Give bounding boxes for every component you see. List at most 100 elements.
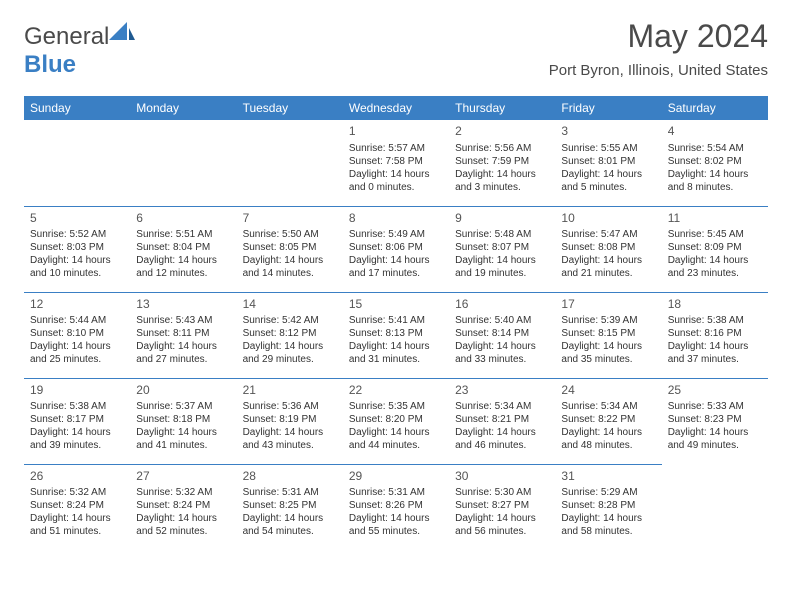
calendar-week-row: 1Sunrise: 5:57 AMSunset: 7:58 PMDaylight… <box>24 120 768 206</box>
calendar-day-cell: 22Sunrise: 5:35 AMSunset: 8:20 PMDayligh… <box>343 378 449 464</box>
logo-text: GeneralBlue <box>24 22 135 79</box>
calendar-day-cell: 18Sunrise: 5:38 AMSunset: 8:16 PMDayligh… <box>662 292 768 378</box>
weekday-header: Saturday <box>662 96 768 120</box>
calendar-table: SundayMondayTuesdayWednesdayThursdayFrid… <box>24 96 768 550</box>
calendar-head: SundayMondayTuesdayWednesdayThursdayFrid… <box>24 96 768 120</box>
calendar-day-cell: 16Sunrise: 5:40 AMSunset: 8:14 PMDayligh… <box>449 292 555 378</box>
daylight-line: Daylight: 14 hours and 10 minutes. <box>30 254 124 280</box>
daylight-line: Daylight: 14 hours and 54 minutes. <box>243 512 337 538</box>
sunset-line: Sunset: 8:09 PM <box>668 241 762 254</box>
sunrise-line: Sunrise: 5:33 AM <box>668 400 762 413</box>
sunrise-line: Sunrise: 5:31 AM <box>349 486 443 499</box>
sunrise-line: Sunrise: 5:57 AM <box>349 142 443 155</box>
sunrise-line: Sunrise: 5:30 AM <box>455 486 549 499</box>
daylight-line: Daylight: 14 hours and 58 minutes. <box>561 512 655 538</box>
day-number: 20 <box>136 383 230 399</box>
sunrise-line: Sunrise: 5:52 AM <box>30 228 124 241</box>
day-number: 22 <box>349 383 443 399</box>
calendar-blank-cell <box>24 120 130 206</box>
sunset-line: Sunset: 8:07 PM <box>455 241 549 254</box>
calendar-day-cell: 13Sunrise: 5:43 AMSunset: 8:11 PMDayligh… <box>130 292 236 378</box>
daylight-line: Daylight: 14 hours and 46 minutes. <box>455 426 549 452</box>
weekday-header: Monday <box>130 96 236 120</box>
sunrise-line: Sunrise: 5:37 AM <box>136 400 230 413</box>
day-number: 30 <box>455 469 549 485</box>
calendar-blank-cell <box>130 120 236 206</box>
weekday-header: Tuesday <box>237 96 343 120</box>
day-number: 6 <box>136 211 230 227</box>
sunrise-line: Sunrise: 5:45 AM <box>668 228 762 241</box>
sunrise-line: Sunrise: 5:31 AM <box>243 486 337 499</box>
daylight-line: Daylight: 14 hours and 12 minutes. <box>136 254 230 280</box>
daylight-line: Daylight: 14 hours and 52 minutes. <box>136 512 230 538</box>
calendar-day-cell: 3Sunrise: 5:55 AMSunset: 8:01 PMDaylight… <box>555 120 661 206</box>
calendar-day-cell: 24Sunrise: 5:34 AMSunset: 8:22 PMDayligh… <box>555 378 661 464</box>
calendar-week-row: 12Sunrise: 5:44 AMSunset: 8:10 PMDayligh… <box>24 292 768 378</box>
day-number: 29 <box>349 469 443 485</box>
sunset-line: Sunset: 8:17 PM <box>30 413 124 426</box>
daylight-line: Daylight: 14 hours and 55 minutes. <box>349 512 443 538</box>
sunset-line: Sunset: 7:59 PM <box>455 155 549 168</box>
logo-sail-icon <box>109 22 135 44</box>
sunset-line: Sunset: 8:21 PM <box>455 413 549 426</box>
calendar-day-cell: 5Sunrise: 5:52 AMSunset: 8:03 PMDaylight… <box>24 206 130 292</box>
sunrise-line: Sunrise: 5:56 AM <box>455 142 549 155</box>
day-number: 5 <box>30 211 124 227</box>
sunset-line: Sunset: 8:20 PM <box>349 413 443 426</box>
sunrise-line: Sunrise: 5:29 AM <box>561 486 655 499</box>
daylight-line: Daylight: 14 hours and 35 minutes. <box>561 340 655 366</box>
calendar-day-cell: 27Sunrise: 5:32 AMSunset: 8:24 PMDayligh… <box>130 464 236 550</box>
weekday-header: Friday <box>555 96 661 120</box>
sunrise-line: Sunrise: 5:54 AM <box>668 142 762 155</box>
sunset-line: Sunset: 8:06 PM <box>349 241 443 254</box>
daylight-line: Daylight: 14 hours and 0 minutes. <box>349 168 443 194</box>
daylight-line: Daylight: 14 hours and 44 minutes. <box>349 426 443 452</box>
day-number: 23 <box>455 383 549 399</box>
sunset-line: Sunset: 8:23 PM <box>668 413 762 426</box>
weekday-header: Thursday <box>449 96 555 120</box>
day-number: 11 <box>668 211 762 227</box>
sunrise-line: Sunrise: 5:34 AM <box>561 400 655 413</box>
sunrise-line: Sunrise: 5:39 AM <box>561 314 655 327</box>
calendar-day-cell: 10Sunrise: 5:47 AMSunset: 8:08 PMDayligh… <box>555 206 661 292</box>
logo: GeneralBlue <box>24 22 135 79</box>
day-number: 2 <box>455 124 549 140</box>
weekday-header: Wednesday <box>343 96 449 120</box>
calendar-day-cell: 19Sunrise: 5:38 AMSunset: 8:17 PMDayligh… <box>24 378 130 464</box>
sunrise-line: Sunrise: 5:32 AM <box>136 486 230 499</box>
day-number: 4 <box>668 124 762 140</box>
sunset-line: Sunset: 8:13 PM <box>349 327 443 340</box>
day-number: 13 <box>136 297 230 313</box>
calendar-day-cell: 23Sunrise: 5:34 AMSunset: 8:21 PMDayligh… <box>449 378 555 464</box>
calendar-day-cell: 25Sunrise: 5:33 AMSunset: 8:23 PMDayligh… <box>662 378 768 464</box>
sunset-line: Sunset: 8:27 PM <box>455 499 549 512</box>
day-number: 9 <box>455 211 549 227</box>
calendar-day-cell: 9Sunrise: 5:48 AMSunset: 8:07 PMDaylight… <box>449 206 555 292</box>
day-number: 17 <box>561 297 655 313</box>
day-number: 3 <box>561 124 655 140</box>
sunset-line: Sunset: 8:26 PM <box>349 499 443 512</box>
sunset-line: Sunset: 8:11 PM <box>136 327 230 340</box>
sunset-line: Sunset: 8:03 PM <box>30 241 124 254</box>
calendar-day-cell: 7Sunrise: 5:50 AMSunset: 8:05 PMDaylight… <box>237 206 343 292</box>
calendar-week-row: 5Sunrise: 5:52 AMSunset: 8:03 PMDaylight… <box>24 206 768 292</box>
sunrise-line: Sunrise: 5:47 AM <box>561 228 655 241</box>
calendar-day-cell: 1Sunrise: 5:57 AMSunset: 7:58 PMDaylight… <box>343 120 449 206</box>
calendar-day-cell: 15Sunrise: 5:41 AMSunset: 8:13 PMDayligh… <box>343 292 449 378</box>
sunrise-line: Sunrise: 5:44 AM <box>30 314 124 327</box>
daylight-line: Daylight: 14 hours and 37 minutes. <box>668 340 762 366</box>
daylight-line: Daylight: 14 hours and 31 minutes. <box>349 340 443 366</box>
calendar-day-cell: 29Sunrise: 5:31 AMSunset: 8:26 PMDayligh… <box>343 464 449 550</box>
calendar-day-cell: 12Sunrise: 5:44 AMSunset: 8:10 PMDayligh… <box>24 292 130 378</box>
daylight-line: Daylight: 14 hours and 5 minutes. <box>561 168 655 194</box>
sunrise-line: Sunrise: 5:38 AM <box>668 314 762 327</box>
calendar-week-row: 19Sunrise: 5:38 AMSunset: 8:17 PMDayligh… <box>24 378 768 464</box>
day-number: 25 <box>668 383 762 399</box>
sunset-line: Sunset: 8:08 PM <box>561 241 655 254</box>
day-number: 18 <box>668 297 762 313</box>
sunset-line: Sunset: 8:24 PM <box>136 499 230 512</box>
sunset-line: Sunset: 8:04 PM <box>136 241 230 254</box>
daylight-line: Daylight: 14 hours and 14 minutes. <box>243 254 337 280</box>
daylight-line: Daylight: 14 hours and 19 minutes. <box>455 254 549 280</box>
daylight-line: Daylight: 14 hours and 56 minutes. <box>455 512 549 538</box>
